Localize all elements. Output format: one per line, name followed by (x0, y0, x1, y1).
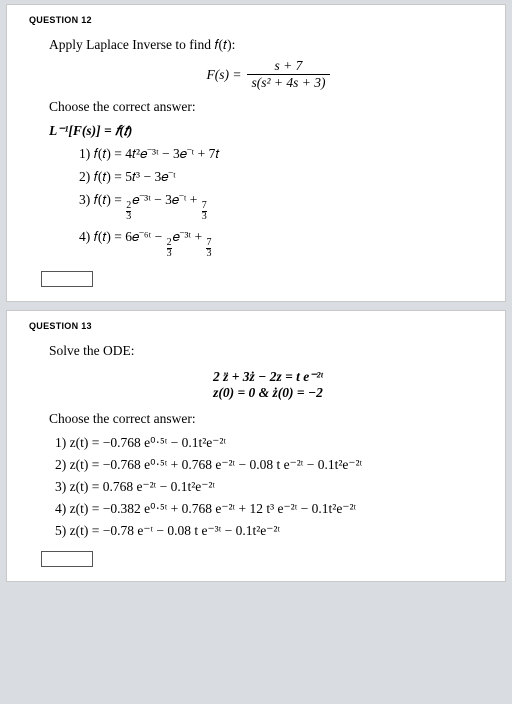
option-4[interactable]: 4) z(t) = −0.382 e⁰·⁵ᵗ + 0.768 e⁻²ᵗ + 12… (55, 501, 487, 517)
opt3-mid: 𝑒⁻³ᵗ − 3𝑒⁻ᵗ + (132, 192, 201, 207)
frac-2-3: 23 (126, 201, 131, 222)
question-label: QUESTION 13 (29, 321, 487, 331)
option-1[interactable]: 1) z(t) = −0.768 e⁰·⁵ᵗ − 0.1t²e⁻²ᵗ (55, 435, 487, 451)
option-3[interactable]: 3) 𝑓(𝑡) = 23𝑒⁻³ᵗ − 3𝑒⁻ᵗ + 73 (79, 192, 487, 222)
opt4-pre: 4) 𝑓(𝑡) = 6𝑒⁻⁶ᵗ − (79, 229, 166, 244)
question-content: Solve the ODE: 2 z̈ + 3ż − 2z = t e⁻²ᵗ z… (29, 343, 487, 567)
opt4-mid: 𝑒⁻³ᵗ + (173, 229, 206, 244)
question-card-12: QUESTION 12 Apply Laplace Inverse to fin… (6, 4, 506, 302)
option-2[interactable]: 2) z(t) = −0.768 e⁰·⁵ᵗ + 0.768 e⁻²ᵗ − 0.… (55, 457, 487, 473)
options-list: 1) 𝑓(𝑡) = 4𝑡²𝑒⁻³ᵗ − 3𝑒⁻ᵗ + 7𝑡 2) 𝑓(𝑡) = … (49, 146, 487, 259)
formula-fraction: s + 7 s(s² + 4s + 3) (247, 59, 329, 91)
answer-input[interactable] (41, 551, 93, 567)
option-5[interactable]: 5) z(t) = −0.78 e⁻ᵗ − 0.08 t e⁻³ᵗ − 0.1t… (55, 523, 487, 539)
question-card-13: QUESTION 13 Solve the ODE: 2 z̈ + 3ż − 2… (6, 310, 506, 582)
prompt-line: Apply Laplace Inverse to find 𝑓(𝑡): (49, 37, 487, 53)
option-2[interactable]: 2) 𝑓(𝑡) = 5𝑡³ − 3𝑒⁻ᵗ (79, 169, 487, 185)
question-content: Apply Laplace Inverse to find 𝑓(𝑡): F(s)… (29, 37, 487, 287)
option-1[interactable]: 1) 𝑓(𝑡) = 4𝑡²𝑒⁻³ᵗ − 3𝑒⁻ᵗ + 7𝑡 (79, 146, 487, 162)
ode-ics: z(0) = 0 & ż(0) = −2 (49, 385, 487, 401)
frac-2-3b: 23 (167, 238, 172, 259)
formula-num: s + 7 (271, 59, 307, 74)
prompt-line: Solve the ODE: (49, 343, 487, 359)
formula-den: s(s² + 4s + 3) (247, 74, 329, 91)
formula-lhs: F(s) = (206, 67, 241, 83)
choose-line: Choose the correct answer: (49, 411, 487, 427)
options-list: 1) z(t) = −0.768 e⁰·⁵ᵗ − 0.1t²e⁻²ᵗ 2) z(… (49, 435, 487, 539)
known-line: L⁻¹[F(s)] = 𝑓(𝑡) (49, 123, 487, 139)
frac-7-3: 73 (202, 201, 207, 222)
option-3[interactable]: 3) z(t) = 0.768 e⁻²ᵗ − 0.1t²e⁻²ᵗ (55, 479, 487, 495)
formula-main: F(s) = s + 7 s(s² + 4s + 3) (49, 59, 487, 91)
answer-input[interactable] (41, 271, 93, 287)
question-label: QUESTION 12 (29, 15, 487, 25)
choose-line: Choose the correct answer: (49, 99, 487, 115)
ode-eq: 2 z̈ + 3ż − 2z = t e⁻²ᵗ (49, 369, 487, 385)
frac-7-3b: 73 (206, 238, 211, 259)
option-4[interactable]: 4) 𝑓(𝑡) = 6𝑒⁻⁶ᵗ − 23𝑒⁻³ᵗ + 73 (79, 229, 487, 259)
ode-block: 2 z̈ + 3ż − 2z = t e⁻²ᵗ z(0) = 0 & ż(0) … (49, 369, 487, 401)
opt3-pre: 3) 𝑓(𝑡) = (79, 192, 125, 207)
